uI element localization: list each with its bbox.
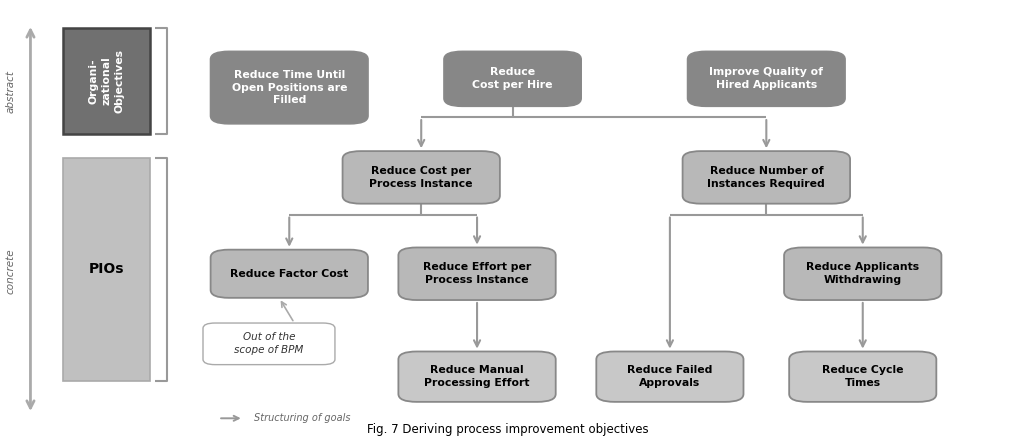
- FancyBboxPatch shape: [398, 351, 556, 402]
- Text: Reduce Factor Cost: Reduce Factor Cost: [230, 269, 348, 279]
- Text: Reduce
Cost per Hire: Reduce Cost per Hire: [472, 67, 553, 90]
- FancyBboxPatch shape: [203, 323, 335, 364]
- FancyBboxPatch shape: [210, 250, 367, 298]
- Text: Reduce Effort per
Process Instance: Reduce Effort per Process Instance: [423, 262, 531, 285]
- Text: Reduce Time Until
Open Positions are
Filled: Reduce Time Until Open Positions are Fil…: [231, 70, 347, 106]
- Text: Reduce Cycle
Times: Reduce Cycle Times: [822, 365, 903, 388]
- Text: PIOs: PIOs: [89, 262, 124, 276]
- Text: Reduce Number of
Instances Required: Reduce Number of Instances Required: [707, 166, 825, 189]
- Text: Out of the
scope of BPM: Out of the scope of BPM: [234, 332, 303, 355]
- FancyBboxPatch shape: [342, 151, 499, 204]
- FancyBboxPatch shape: [596, 351, 743, 402]
- Text: Reduce Cost per
Process Instance: Reduce Cost per Process Instance: [369, 166, 473, 189]
- Text: Improve Quality of
Hired Applicants: Improve Quality of Hired Applicants: [709, 67, 823, 90]
- Text: Reduce Manual
Processing Effort: Reduce Manual Processing Effort: [424, 365, 530, 388]
- FancyBboxPatch shape: [444, 52, 581, 106]
- Text: Reduce Applicants
Withdrawing: Reduce Applicants Withdrawing: [806, 262, 920, 285]
- FancyBboxPatch shape: [210, 51, 367, 124]
- FancyBboxPatch shape: [688, 52, 844, 106]
- Text: concrete: concrete: [5, 249, 15, 294]
- FancyBboxPatch shape: [63, 28, 150, 134]
- FancyBboxPatch shape: [398, 247, 556, 300]
- Text: Structuring of goals: Structuring of goals: [254, 413, 350, 423]
- Text: Fig. 7 Deriving process improvement objectives: Fig. 7 Deriving process improvement obje…: [366, 423, 649, 436]
- FancyBboxPatch shape: [784, 247, 942, 300]
- Text: Organi-
zational
Objectives: Organi- zational Objectives: [88, 49, 125, 113]
- Text: abstract: abstract: [5, 71, 15, 113]
- FancyBboxPatch shape: [682, 151, 850, 204]
- FancyBboxPatch shape: [63, 158, 150, 381]
- FancyBboxPatch shape: [790, 351, 936, 402]
- Text: Reduce Failed
Approvals: Reduce Failed Approvals: [627, 365, 713, 388]
